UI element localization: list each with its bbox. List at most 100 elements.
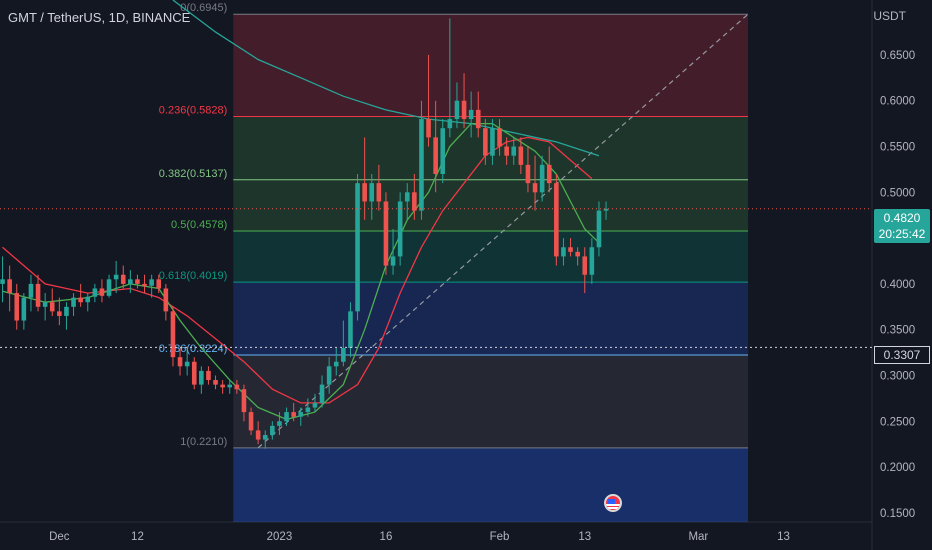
candle-body [170,311,176,358]
candle-body [404,192,410,202]
candle-body [184,361,190,367]
fib-level-label: 0.618(0.4019) [159,270,228,282]
fib-level-label: 0.786(0.3224) [159,343,228,355]
candle-body [177,357,183,367]
candle-body [28,283,34,298]
candle-body [490,128,495,156]
x-tick-label: Dec [49,531,70,543]
candle-body [113,274,119,280]
candle-body [539,164,545,193]
candle-body [106,279,112,296]
fib-zone [233,354,749,448]
y-tick-label: 0.3500 [880,325,915,337]
candle-body [461,100,467,120]
fib-zone [233,14,749,117]
candle-body [35,283,41,307]
crosshair-price-tag: 0.3307 [874,346,930,364]
us-flag-event-icon[interactable] [604,494,622,512]
candle-body [440,128,446,174]
candle-body [227,384,233,388]
candle-body [561,247,566,257]
candle-body [291,412,296,417]
x-tick-label: 16 [380,531,393,543]
candle-body [603,208,609,211]
fib-trendline [257,13,749,449]
x-tick-label: 13 [578,531,591,543]
candle-body [525,164,531,184]
candle-body [412,192,417,211]
fib-level-label: 0(0.6945) [180,2,227,14]
candle-body [298,412,304,417]
y-tick-label: 0.2500 [880,416,915,428]
candle-body [191,361,197,385]
candle-body [7,279,12,294]
fib-zone [233,230,749,283]
candle-body [568,247,573,252]
candle-body [135,279,140,284]
candle-body [333,361,339,367]
candle-body [163,288,169,312]
fib-zone [233,447,749,522]
candle-body [284,412,289,422]
candle-body [319,384,325,403]
candle-body [255,430,261,440]
candle-body [390,256,396,266]
candle-body [348,311,353,348]
symbol-title[interactable]: GMT / TetherUS, 1D, BINANCE [8,10,191,25]
candle-body [546,164,552,184]
candle-body [511,146,517,156]
candle-body [14,293,20,321]
candle-body [21,297,27,321]
y-tick-label: 0.5000 [880,187,915,199]
candle-body [128,279,133,284]
last-price-tag: 0.4820 20:25:42 [874,209,930,243]
candle-body [497,128,502,147]
fib-zone [233,282,749,355]
candle-body [206,370,211,381]
candle-body [120,274,126,284]
candle-body [355,183,360,312]
y-tick-label: 0.2000 [880,462,915,474]
candle-body [312,402,318,408]
candle-body [341,348,346,362]
candle-body [426,119,431,138]
last-price-value: 0.4820 [883,211,921,225]
candle-body [64,306,69,316]
candle-body [362,183,367,202]
candle-body [142,283,147,286]
candle-body [248,412,254,431]
candle-body [447,119,453,129]
candle-body [326,366,332,385]
candle-body [518,146,524,165]
candle-body [369,183,375,202]
candle-body [49,302,55,312]
candle-body [270,425,275,435]
price-axis-panel [872,0,932,550]
candle-body [582,256,588,275]
candle-body [376,183,382,202]
candle-body [575,251,580,257]
candle-body [383,201,389,266]
fib-level-label: 0.382(0.5137) [159,168,228,180]
candle-body [419,119,424,211]
candle-body [199,370,204,385]
bar-countdown: 20:25:42 [878,227,926,241]
candle-body [468,109,474,120]
candle-body [532,183,538,193]
candle-body [504,146,509,156]
currency-label: USDT [873,9,906,23]
candle-body [433,137,438,174]
y-tick-label: 0.6500 [880,50,915,62]
x-tick-label: Mar [688,531,708,543]
candle-body [42,302,48,307]
candle-body [475,109,481,129]
x-tick-label: 12 [131,531,144,543]
ma-long-line [172,0,600,157]
x-tick-label: 2023 [267,531,293,543]
y-tick-label: 0.4000 [880,279,915,291]
x-tick-label: 13 [777,531,790,543]
candle-body [589,247,595,275]
candle-body [234,384,240,390]
